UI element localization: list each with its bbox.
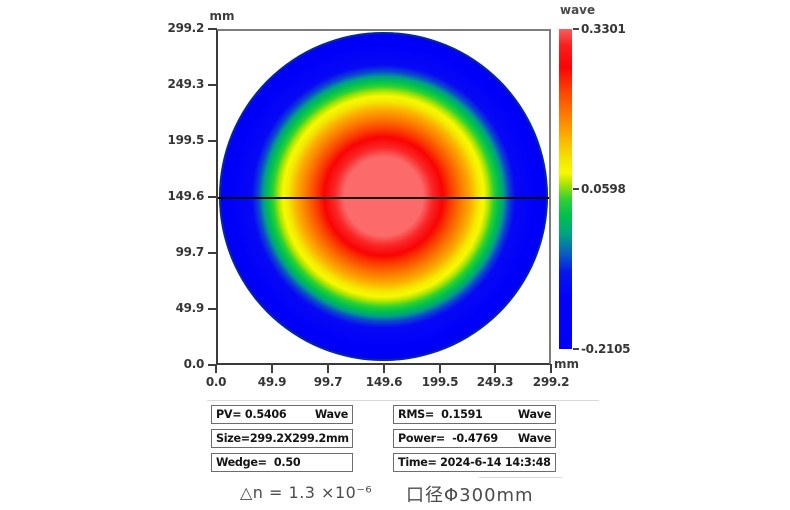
stat-box-power: Power= -0.4769 Wave xyxy=(393,429,556,448)
separator-line xyxy=(479,477,562,478)
colorbar-max-label: 0.3301 xyxy=(581,22,626,36)
y-axis-tick xyxy=(208,84,217,86)
y-tick-label: 49.9 xyxy=(175,301,205,315)
aperture-diameter-note: 口径Φ300mm xyxy=(406,485,534,506)
y-axis-tick xyxy=(208,28,217,30)
stat-power-unit: Wave xyxy=(517,432,551,445)
x-axis-tick xyxy=(550,364,552,373)
wavefront-map-plot xyxy=(216,29,551,365)
colorbar-mid-label: 0.0598 xyxy=(581,182,626,196)
x-tick-label: 249.3 xyxy=(476,375,514,389)
colorbar-min-label: -0.2105 xyxy=(581,342,631,356)
y-tick-label: 0.0 xyxy=(183,357,205,371)
colorbar xyxy=(559,29,572,349)
refractive-index-delta-note: △n = 1.3 ×10⁻⁶ xyxy=(240,483,373,502)
x-axis-tick xyxy=(327,364,329,373)
x-axis-tick xyxy=(439,364,441,373)
x-axis-tick xyxy=(271,364,273,373)
y-axis-tick xyxy=(208,140,217,142)
stat-power-value: Power= -0.4769 xyxy=(398,432,498,445)
y-tick-label: 199.5 xyxy=(167,133,205,147)
stat-time-value: Time= 2024-6-14 14:3:48 xyxy=(398,456,551,469)
stat-box-wedge: Wedge= 0.50 xyxy=(211,453,353,472)
y-axis-tick xyxy=(208,252,217,254)
stat-wedge-value: Wedge= 0.50 xyxy=(216,456,301,469)
profile-slice-line xyxy=(218,197,549,199)
stat-rms-value: RMS= 0.1591 xyxy=(398,408,483,421)
x-axis-tick xyxy=(383,364,385,373)
y-tick-label: 299.2 xyxy=(167,21,205,35)
x-axis-unit-label: mm xyxy=(554,357,580,371)
x-axis-tick xyxy=(215,364,217,373)
stat-pv-value: PV= 0.5406 xyxy=(216,408,287,421)
separator-line xyxy=(207,400,599,401)
y-tick-label: 149.6 xyxy=(167,189,205,203)
stat-box-size: Size=299.2X299.2 mm xyxy=(211,429,353,448)
x-tick-label: 149.6 xyxy=(365,375,403,389)
y-tick-label: 99.7 xyxy=(175,245,205,259)
aperture-edge-ring xyxy=(219,32,548,361)
x-tick-label: 99.7 xyxy=(313,375,343,389)
stat-box-rms: RMS= 0.1591 Wave xyxy=(393,405,556,424)
colorbar-title: wave xyxy=(560,3,596,17)
x-axis-tick xyxy=(494,364,496,373)
stat-rms-unit: Wave xyxy=(517,408,551,421)
y-axis-tick xyxy=(208,364,217,366)
colorbar-tick xyxy=(573,348,579,350)
colorbar-tick xyxy=(573,28,579,30)
y-axis-tick xyxy=(208,196,217,198)
y-axis-tick xyxy=(208,308,217,310)
stat-size-value: Size=299.2X299.2 xyxy=(216,432,326,445)
y-axis-unit-label: mm xyxy=(209,9,235,23)
colorbar-tick xyxy=(573,188,579,190)
x-tick-label: 299.2 xyxy=(532,375,570,389)
stat-box-time: Time= 2024-6-14 14:3:48 xyxy=(393,453,556,472)
x-tick-label: 199.5 xyxy=(421,375,459,389)
stat-box-pv: PV= 0.5406 Wave xyxy=(211,405,353,424)
stat-size-unit: mm xyxy=(325,432,349,445)
stat-pv-unit: Wave xyxy=(314,408,348,421)
y-tick-label: 249.3 xyxy=(167,77,205,91)
x-tick-label: 0.0 xyxy=(205,375,227,389)
x-tick-label: 49.9 xyxy=(257,375,287,389)
